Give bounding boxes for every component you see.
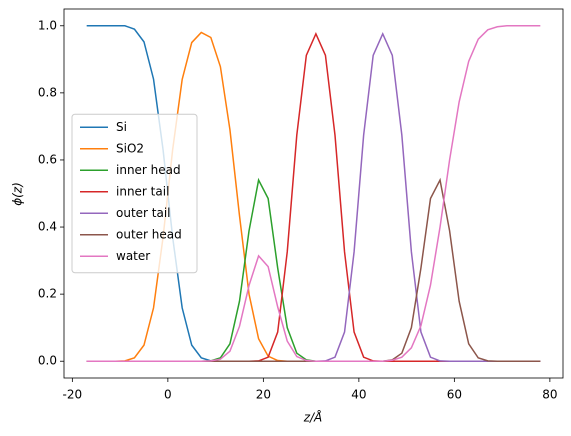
y-tick-label: 0.6 <box>38 152 57 166</box>
x-tick-label: 60 <box>447 388 462 402</box>
y-tick-label: 1.0 <box>38 18 57 32</box>
legend-label: inner head <box>116 163 181 177</box>
y-tick-label: 0.8 <box>38 85 57 99</box>
legend-label: inner tail <box>116 184 169 198</box>
legend-label: outer head <box>116 227 182 241</box>
legend-label: SiO2 <box>116 141 144 155</box>
x-tick-label: 80 <box>542 388 557 402</box>
y-tick-label: 0.2 <box>38 287 57 301</box>
legend-label: Si <box>116 120 127 134</box>
x-tick-label: 40 <box>351 388 366 402</box>
legend-label: water <box>116 249 150 263</box>
x-axis-label: z/Å <box>303 410 323 425</box>
x-tick-label: 20 <box>256 388 271 402</box>
legend-box <box>71 113 198 274</box>
x-tick-label: -20 <box>63 388 83 402</box>
series-line <box>86 25 541 362</box>
y-tick-label: 0.4 <box>38 220 57 234</box>
y-axis-label: ϕ(z) <box>11 182 25 206</box>
y-tick-label: 0.0 <box>38 354 57 368</box>
axes-frame <box>63 8 564 379</box>
x-tick-label: 0 <box>164 388 172 402</box>
legend-label: outer tail <box>116 206 171 220</box>
